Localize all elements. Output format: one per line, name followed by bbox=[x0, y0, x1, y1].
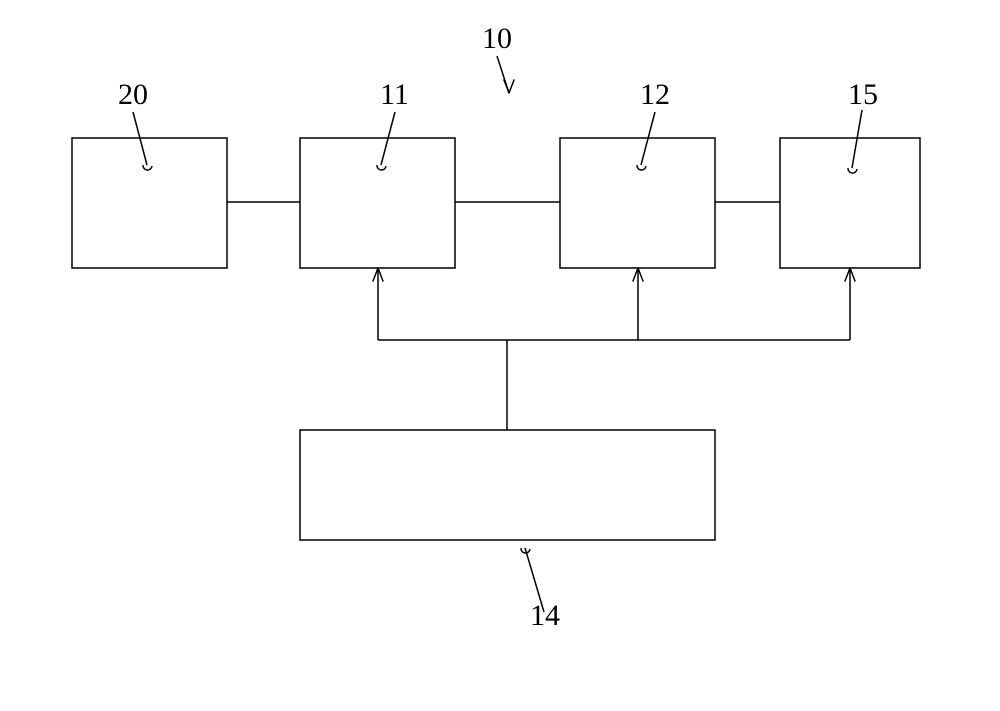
block-b15 bbox=[780, 138, 920, 268]
block-b20 bbox=[72, 138, 227, 268]
label-l11: 11 bbox=[380, 78, 409, 111]
label-l20: 20 bbox=[118, 78, 148, 111]
block-b12 bbox=[560, 138, 715, 268]
label-l10: 10 bbox=[482, 22, 512, 55]
label-l14: 14 bbox=[530, 599, 560, 632]
block-b14 bbox=[300, 430, 715, 540]
label-l15: 15 bbox=[848, 78, 878, 111]
label-l12: 12 bbox=[640, 78, 670, 111]
block-b11 bbox=[300, 138, 455, 268]
leader-ld15 bbox=[852, 110, 862, 168]
